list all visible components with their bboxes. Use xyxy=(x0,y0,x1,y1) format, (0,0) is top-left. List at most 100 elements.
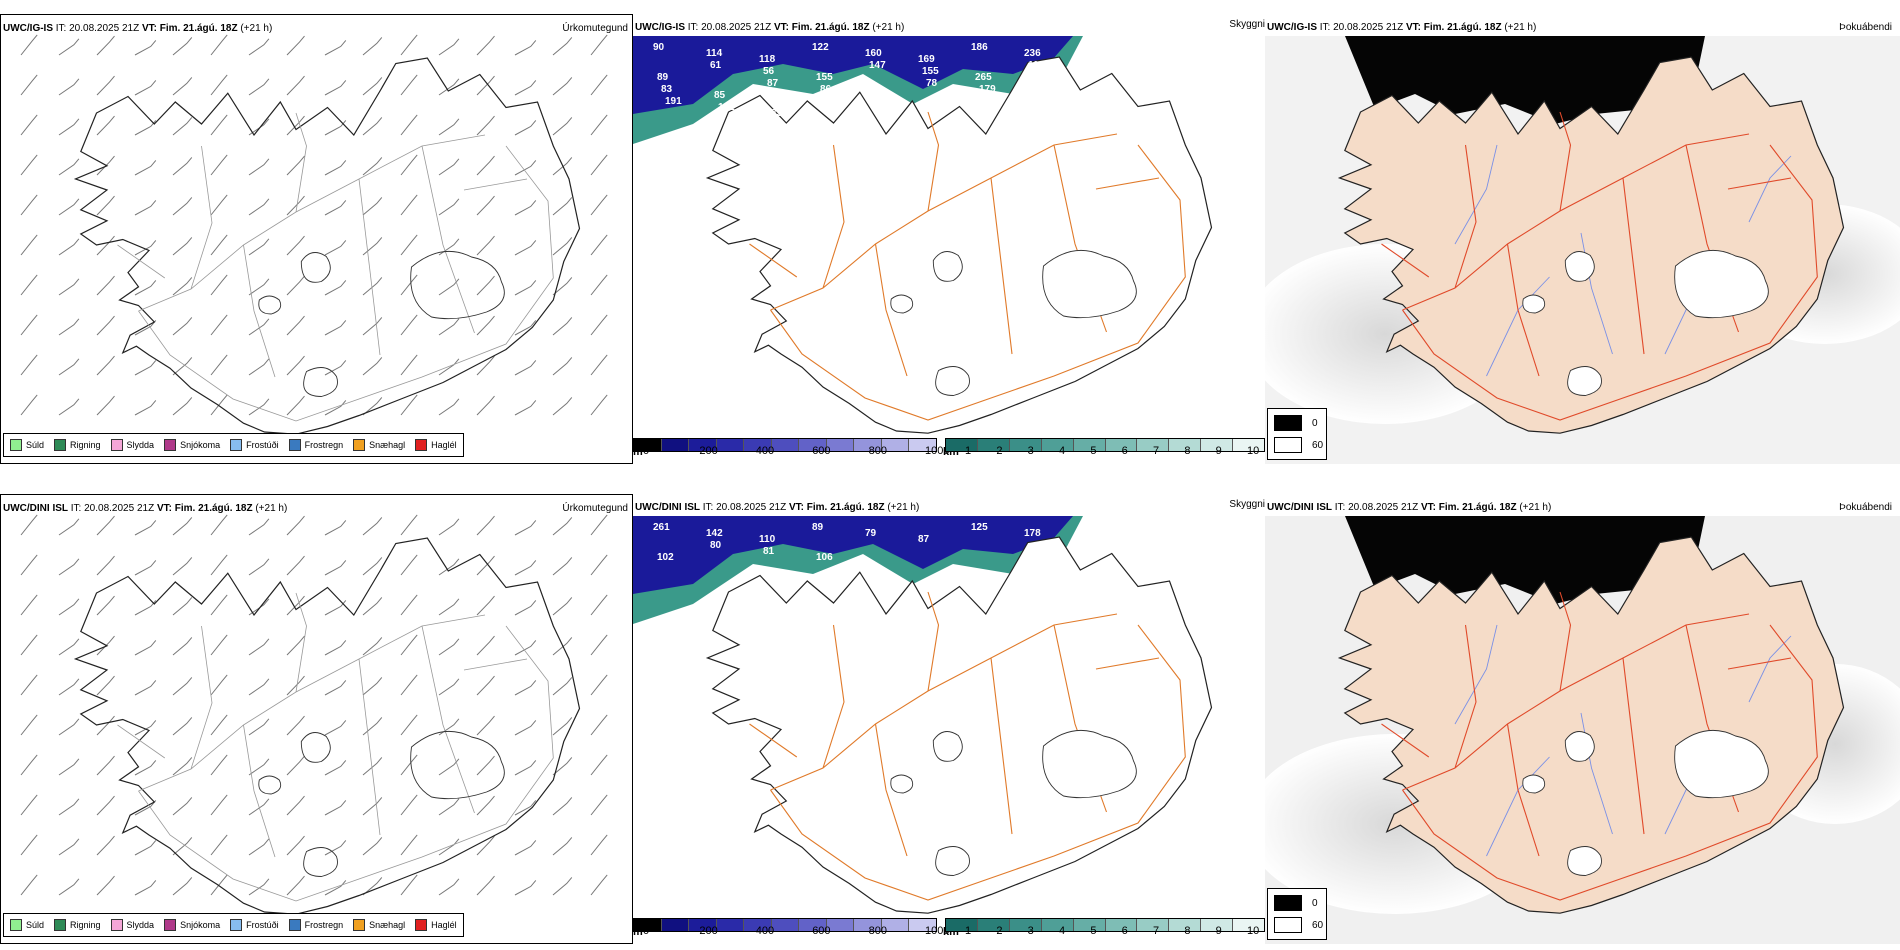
wind-barb xyxy=(286,835,305,856)
legend-swatch xyxy=(54,439,67,451)
wind-barb xyxy=(210,674,228,696)
wind-barb xyxy=(590,74,608,96)
wind-barb xyxy=(248,558,270,576)
visibility-value: 169 xyxy=(918,54,935,65)
colorbar-cell xyxy=(634,919,662,931)
fog-legend-item: 0 xyxy=(1274,415,1318,431)
fog-map xyxy=(1265,36,1900,464)
wind-barb xyxy=(514,360,537,376)
tick-label: 9 xyxy=(1215,925,1222,937)
wind-barb xyxy=(324,800,347,816)
wind-barb xyxy=(552,357,573,376)
wind-barb xyxy=(362,157,383,176)
tick-label: 200 xyxy=(699,445,718,457)
wind-barb xyxy=(362,637,383,656)
wind-barb xyxy=(58,798,80,816)
colorbar-cell xyxy=(1201,919,1234,931)
wind-barb xyxy=(58,78,80,96)
ceiling-colorbar xyxy=(633,918,937,932)
wind-barb xyxy=(476,715,495,736)
wind-barb xyxy=(514,160,537,176)
wind-barb xyxy=(172,317,193,336)
wind-barb xyxy=(286,515,305,536)
wind-barb xyxy=(476,155,495,176)
visibility-value: 186 xyxy=(1032,90,1049,101)
wind-barb xyxy=(514,680,537,696)
wind-barb xyxy=(210,834,228,856)
wind-barb xyxy=(172,637,193,656)
wind-barb xyxy=(514,720,537,736)
wind-barb xyxy=(400,194,418,216)
wind-barb xyxy=(590,594,608,616)
colorbar-cell xyxy=(854,439,882,451)
wind-barb xyxy=(134,40,157,56)
tick-label: 8 xyxy=(1184,445,1191,457)
wind-barb xyxy=(400,34,418,56)
wind-barb xyxy=(362,517,383,536)
wind-barb xyxy=(58,398,80,416)
wind-barb xyxy=(172,397,193,416)
visibility-colorbar xyxy=(945,438,1265,452)
wind-barb xyxy=(362,557,383,576)
wind-barb xyxy=(172,677,193,696)
wind-barb xyxy=(248,158,270,176)
fog-swatch xyxy=(1274,895,1302,911)
wind-barb xyxy=(134,280,157,296)
legend-swatch xyxy=(164,919,177,931)
wind-barb xyxy=(476,555,495,576)
wind-barb xyxy=(172,757,193,776)
wind-barb xyxy=(286,715,305,736)
wind-barb xyxy=(58,678,80,696)
wind-barb xyxy=(210,394,228,416)
wind-barb xyxy=(438,638,460,656)
wind-barb xyxy=(20,154,38,176)
wind-barb xyxy=(590,194,608,216)
colorbar-cell xyxy=(634,439,662,451)
wind-barb xyxy=(476,635,495,656)
wind-barb xyxy=(400,514,418,536)
visibility-value: 89 xyxy=(812,522,824,533)
tick-label: 5 xyxy=(1090,445,1097,457)
tick-label: 4 xyxy=(1059,445,1066,457)
panel-header: UWC/IG-IS IT: 20.08.2025 21Z VT: Fim. 21… xyxy=(1267,22,1537,33)
panel-title: Úrkomutegund xyxy=(562,503,628,514)
legend-swatch xyxy=(10,439,22,451)
visibility-value: 112 xyxy=(1028,60,1045,71)
wind-barb xyxy=(362,197,383,216)
wind-barb xyxy=(590,314,608,336)
colorbar-cell xyxy=(946,439,978,451)
colorbar-cell xyxy=(946,919,978,931)
visibility-value: 191 xyxy=(665,96,682,107)
colorbar-cell xyxy=(909,919,937,931)
wind-barb xyxy=(438,678,460,696)
wind-barb xyxy=(96,115,115,136)
wind-barb xyxy=(172,557,193,576)
wind-barb xyxy=(134,400,157,416)
wind-barb xyxy=(210,194,228,216)
wind-barb xyxy=(514,320,537,336)
wind-barb xyxy=(552,877,573,896)
wind-barb xyxy=(552,117,573,136)
wind-barb xyxy=(248,318,270,336)
tick-label: 6 xyxy=(1121,925,1128,937)
wind-barb xyxy=(210,794,228,816)
wind-barb xyxy=(20,714,38,736)
wind-barb xyxy=(324,600,347,616)
wind-barb xyxy=(96,835,115,856)
wind-barb xyxy=(172,237,193,256)
wind-barb xyxy=(552,277,573,296)
wind-barb xyxy=(438,38,460,56)
wind-barb xyxy=(400,234,418,256)
wind-barb xyxy=(248,758,270,776)
colorbar-cell xyxy=(1073,439,1106,451)
colorbar-cell xyxy=(1169,439,1202,451)
visibility-value: 89 xyxy=(657,72,669,83)
visibility-value: 261 xyxy=(653,522,670,533)
wind-barb xyxy=(324,320,347,336)
precip-map xyxy=(20,34,608,435)
wind-barb xyxy=(20,114,38,136)
wind-barb xyxy=(324,880,347,896)
wind-barb xyxy=(58,198,80,216)
wind-barb xyxy=(400,674,418,696)
visibility-value: 56 xyxy=(763,66,775,77)
